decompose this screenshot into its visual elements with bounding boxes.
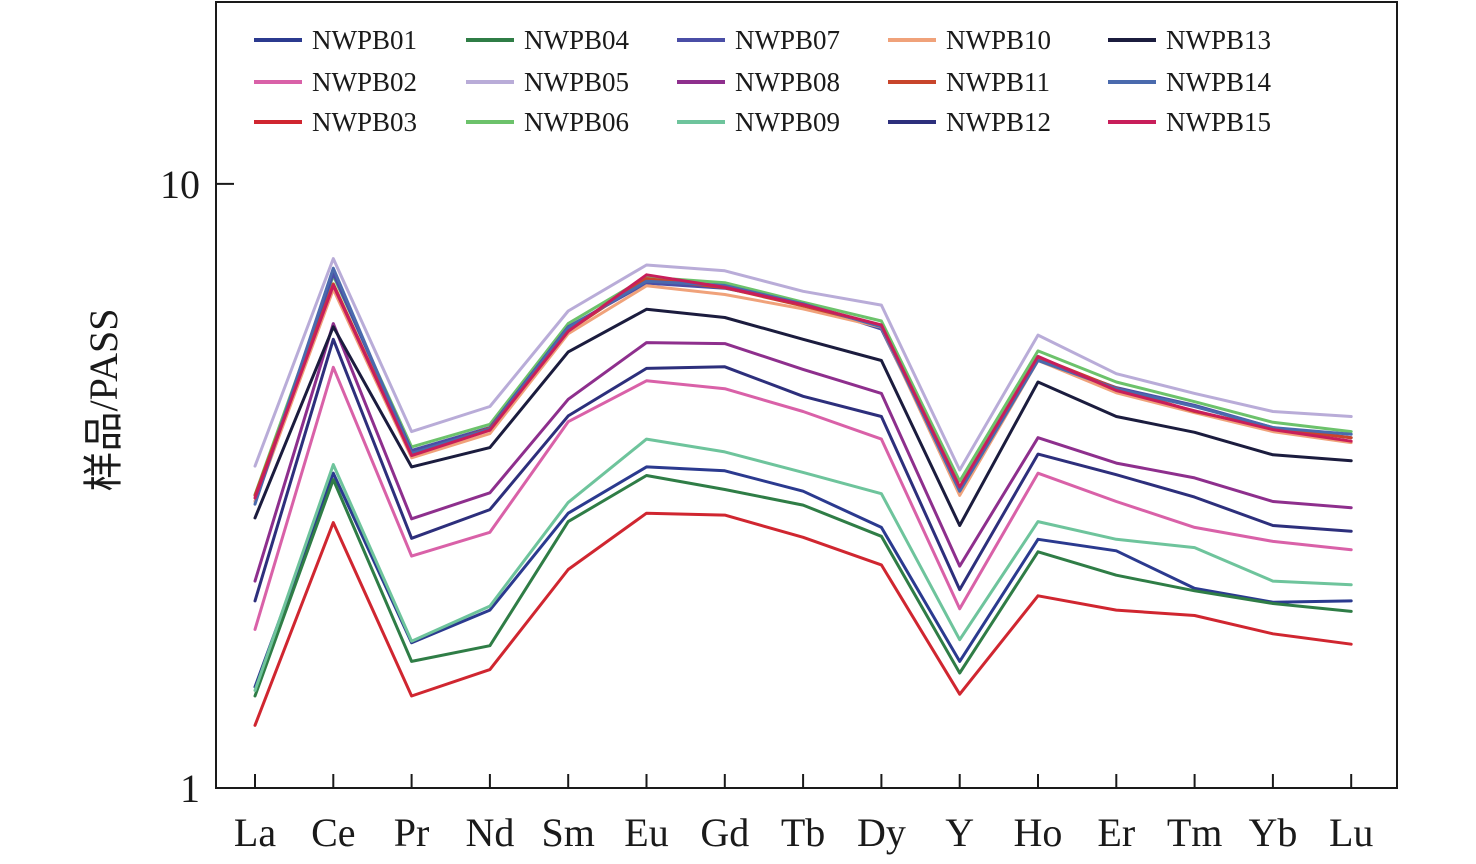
legend-label: NWPB03: [312, 107, 417, 137]
legend-label: NWPB11: [946, 67, 1050, 97]
plot-frame: [215, 1, 1398, 789]
series-line-nwpb10: [253, 284, 1353, 503]
x-tick-label: Sm: [542, 810, 595, 855]
x-tick-label: Er: [1097, 810, 1135, 855]
series-line-nwpb02: [253, 365, 1353, 631]
y-tick-label: 10: [160, 162, 200, 207]
x-tick-label: Lu: [1329, 810, 1373, 855]
x-tick-label: La: [234, 810, 276, 855]
x-tick-label: Pr: [394, 810, 430, 855]
legend-label: NWPB04: [524, 25, 630, 55]
x-tick-label: Gd: [700, 810, 749, 855]
x-tick-label: Dy: [857, 810, 906, 855]
x-tick-label: Ce: [311, 810, 355, 855]
x-tick-label: Tm: [1167, 810, 1223, 855]
y-tick-label: 1: [180, 766, 200, 811]
x-tick-label: Yb: [1248, 810, 1297, 855]
series-line-nwpb12: [253, 337, 1353, 603]
x-tick-label: Tb: [781, 810, 825, 855]
y-axis-label: 样品/PASS: [81, 308, 126, 491]
series-line-nwpb04: [253, 474, 1353, 698]
x-tick-label: Y: [945, 810, 974, 855]
series-line-nwpb03: [253, 511, 1353, 727]
series-line-nwpb11: [253, 277, 1353, 497]
series-line-nwpb09: [253, 437, 1353, 692]
series-line-nwpb05: [253, 257, 1353, 472]
series-line-nwpb15: [253, 273, 1353, 500]
series-line-nwpb06: [253, 274, 1353, 497]
legend-label: NWPB12: [946, 107, 1051, 137]
legend-label: NWPB02: [312, 67, 417, 97]
legend-label: NWPB05: [524, 67, 629, 97]
legend-label: NWPB07: [735, 25, 840, 55]
legend-label: NWPB13: [1166, 25, 1271, 55]
legend-label: NWPB15: [1166, 107, 1271, 137]
series-line-nwpb01: [253, 465, 1353, 689]
axes-layer: La Ce Pr Nd Sm Eu Gd Tb Dy Y Ho Er Tm Yb Lu 1 10: [160, 162, 1373, 855]
legend-label: NWPB08: [735, 67, 840, 97]
series-line-nwpb08: [253, 322, 1353, 583]
x-tick-label: Nd: [465, 810, 514, 855]
legend-label: NWPB01: [312, 25, 417, 55]
series-line-nwpb13: [253, 307, 1353, 527]
legend-label: NWPB14: [1166, 67, 1272, 97]
legend-label: NWPB10: [946, 25, 1051, 55]
x-tick-label: Eu: [624, 810, 668, 855]
legend: NWPB01 NWPB02 NWPB03 NWPB04 NWPB05 NWPB06 NWPB…: [254, 25, 1272, 137]
x-tick-label: Ho: [1014, 810, 1063, 855]
legend-label: NWPB06: [524, 107, 629, 137]
legend-label: NWPB09: [735, 107, 840, 137]
series-layer: [253, 257, 1353, 727]
